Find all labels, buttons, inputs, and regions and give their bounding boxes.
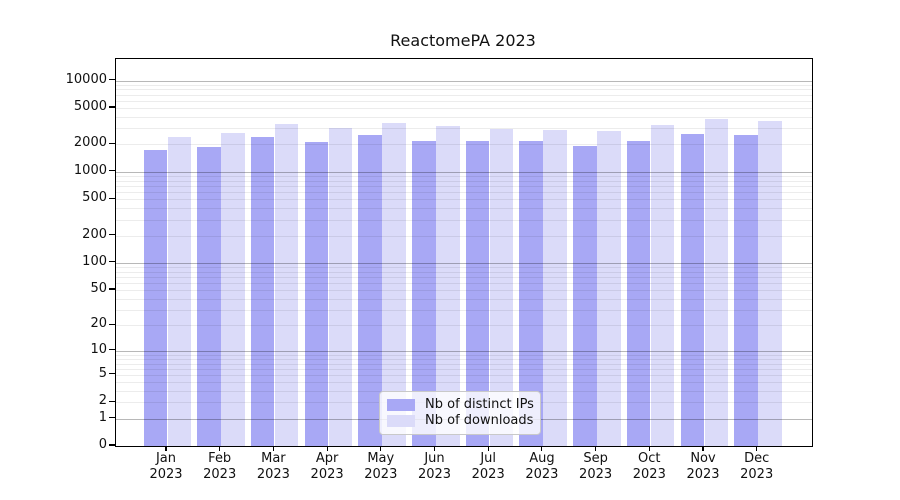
y-tick-mark — [109, 234, 115, 236]
bar-distinct-ips-aug — [519, 140, 543, 446]
legend-swatch-distinct-ips — [387, 399, 415, 411]
x-tick-mark — [756, 446, 758, 451]
bar-distinct-ips-jun — [412, 140, 436, 446]
y-tick-mark — [109, 78, 115, 81]
legend-label-distinct-ips: Nb of distinct IPs — [425, 397, 534, 412]
x-tick-label-may: May 2023 — [364, 451, 398, 482]
y-tick-mark — [109, 323, 115, 325]
y-tick-mark — [109, 261, 115, 263]
bar-downloads-nov — [704, 118, 728, 446]
y-tick-mark — [109, 349, 115, 351]
x-tick-label-oct: Oct 2023 — [632, 451, 666, 482]
y-tick-mark — [109, 373, 115, 375]
x-tick-label-nov: Nov 2023 — [686, 451, 720, 482]
bar-downloads-dec — [758, 121, 782, 446]
y-tick-mark — [109, 106, 115, 108]
x-tick-label-feb: Feb 2023 — [203, 451, 237, 482]
y-tick-label: 10 — [90, 341, 107, 357]
x-tick-label-jul: Jul 2023 — [471, 451, 505, 482]
legend-item-distinct-ips: Nb of distinct IPs — [387, 397, 534, 413]
y-tick-label: 100 — [82, 253, 107, 269]
bars-layer — [116, 59, 812, 446]
y-tick-mark — [109, 400, 115, 402]
x-tick-label-dec: Dec 2023 — [740, 451, 774, 482]
y-tick-mark — [109, 197, 115, 199]
y-tick-label: 10000 — [65, 71, 107, 87]
legend-item-downloads: Nb of downloads — [387, 413, 533, 429]
y-tick-mark — [109, 142, 115, 144]
y-tick-label: 20 — [90, 316, 107, 332]
bar-distinct-ips-sep — [573, 145, 597, 446]
x-tick-label-jan: Jan 2023 — [149, 451, 183, 482]
y-tick-label: 1000 — [73, 162, 107, 178]
x-tick-mark — [595, 446, 597, 451]
y-tick-mark — [109, 170, 115, 172]
x-tick-mark — [648, 446, 650, 451]
y-tick-label: 2 — [98, 393, 107, 409]
x-tick-mark — [433, 446, 436, 451]
y-tick-mark — [109, 444, 115, 446]
bar-downloads-feb — [221, 132, 245, 446]
legend-swatch-downloads — [387, 415, 415, 427]
bar-distinct-ips-feb — [197, 147, 221, 446]
y-tick-label: 5 — [98, 365, 107, 381]
bar-downloads-oct — [650, 124, 675, 446]
x-tick-mark — [219, 446, 221, 451]
x-tick-mark — [326, 446, 328, 451]
chart-title: ReactomePA 2023 — [390, 31, 536, 50]
x-tick-mark — [702, 446, 704, 451]
bar-downloads-apr — [328, 128, 353, 446]
bar-downloads-jun — [436, 126, 460, 446]
x-tick-mark — [165, 446, 167, 451]
bar-downloads-jul — [489, 129, 514, 446]
bar-downloads-may — [382, 123, 406, 446]
y-tick-mark — [109, 416, 115, 419]
y-tick-label: 5000 — [73, 99, 107, 114]
bar-distinct-ips-nov — [680, 133, 704, 446]
x-tick-label-aug: Aug 2023 — [525, 451, 559, 482]
bar-distinct-ips-jan — [143, 149, 167, 446]
x-tick-mark — [487, 446, 489, 451]
bar-distinct-ips-dec — [734, 134, 758, 446]
plot-area: Nb of distinct IPs Nb of downloads — [115, 58, 813, 447]
bar-distinct-ips-oct — [626, 141, 651, 446]
x-tick-label-jun: Jun 2023 — [417, 451, 452, 482]
x-tick-label-mar: Mar 2023 — [256, 451, 290, 482]
bar-distinct-ips-jul — [465, 141, 490, 446]
x-tick-label-apr: Apr 2023 — [310, 451, 344, 482]
y-tick-label: 2000 — [73, 135, 107, 151]
bar-distinct-ips-may — [358, 135, 382, 446]
legend-box: Nb of distinct IPs Nb of downloads — [379, 391, 541, 435]
x-tick-mark — [380, 446, 382, 451]
y-tick-mark — [109, 288, 115, 290]
y-tick-label: 0 — [98, 437, 107, 452]
bar-distinct-ips-apr — [304, 142, 329, 446]
bar-downloads-sep — [597, 131, 621, 446]
y-tick-label: 200 — [82, 226, 107, 242]
x-tick-mark — [272, 446, 274, 451]
y-tick-label: 50 — [90, 281, 107, 296]
bar-distinct-ips-mar — [250, 136, 275, 446]
y-tick-label: 1 — [98, 409, 107, 425]
legend-label-downloads: Nb of downloads — [425, 413, 534, 428]
x-tick-label-sep: Sep 2023 — [579, 451, 613, 482]
bar-downloads-aug — [543, 130, 567, 446]
bar-downloads-jan — [167, 137, 191, 446]
x-tick-mark — [541, 446, 543, 451]
bar-downloads-mar — [274, 124, 299, 446]
y-tick-label: 500 — [82, 190, 107, 206]
